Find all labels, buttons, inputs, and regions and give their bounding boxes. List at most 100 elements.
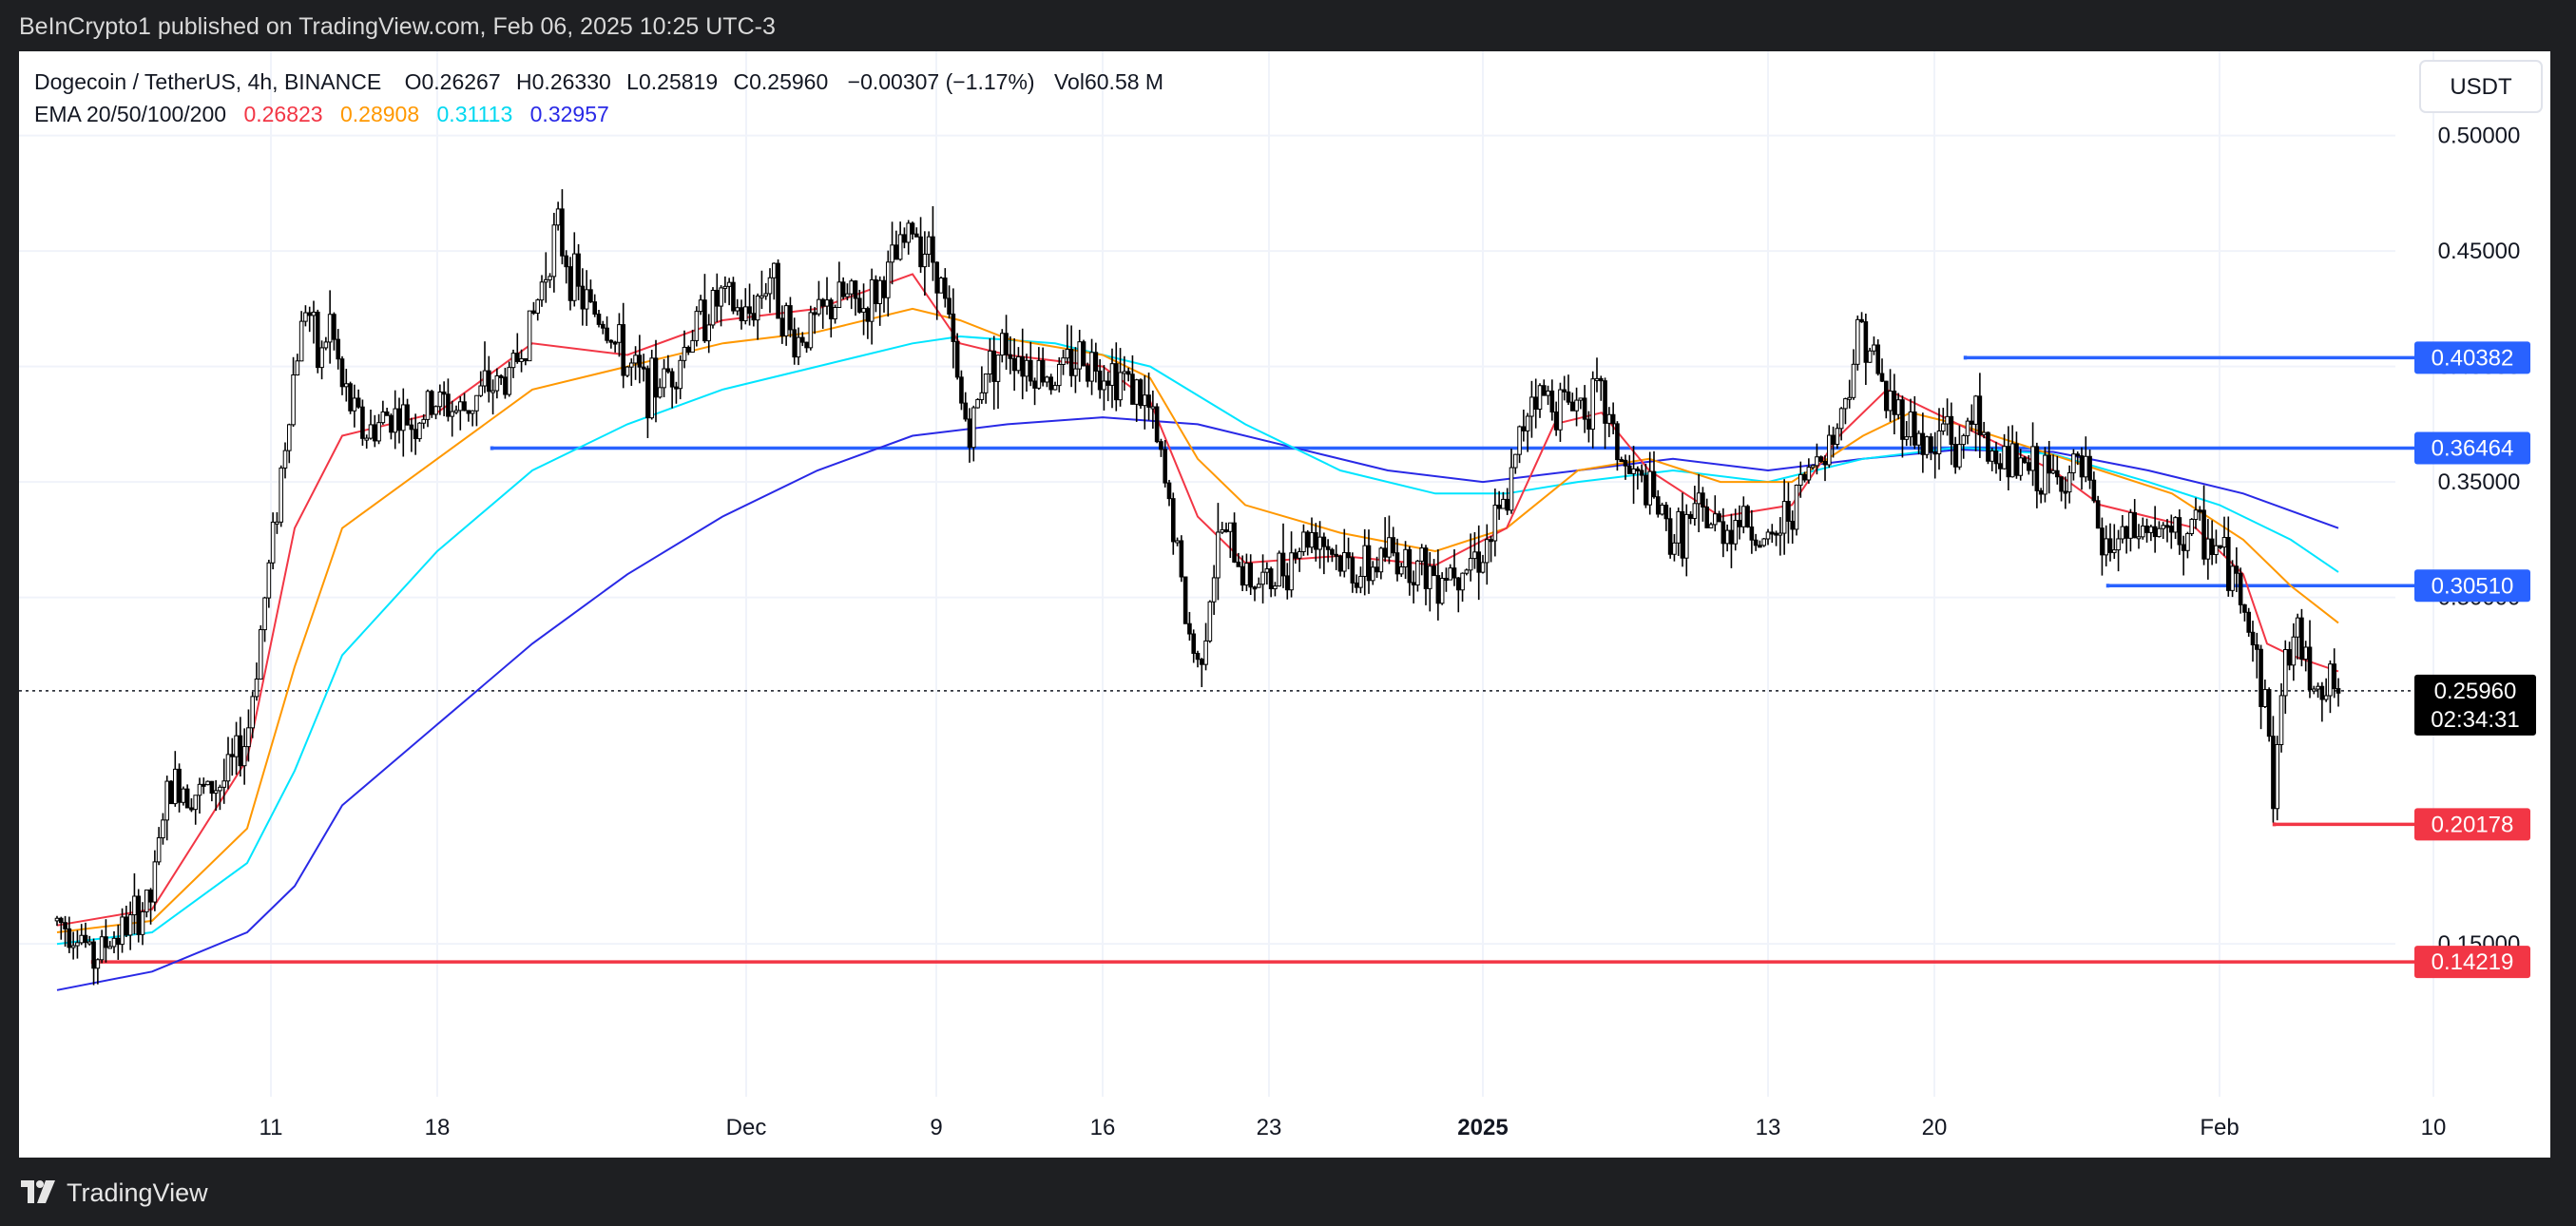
candle-body <box>1122 371 1127 374</box>
candle-body <box>1330 548 1335 555</box>
candle-body <box>1138 379 1144 407</box>
candle-body <box>1134 379 1140 405</box>
footer-bar: TradingView <box>0 1158 2576 1226</box>
candle-body <box>897 234 903 260</box>
candle-body <box>201 783 206 787</box>
candle-body <box>674 386 679 390</box>
candle-body <box>633 354 638 364</box>
candle-body <box>1028 359 1033 382</box>
candle-body <box>881 279 887 298</box>
candle-body <box>535 299 541 314</box>
candle-body <box>1717 513 1721 523</box>
price-chart[interactable]: Dogecoin / TetherUS, 4h, BINANCE O0.2626… <box>19 51 2550 1158</box>
candle-body <box>270 521 276 564</box>
candle-body <box>2083 455 2088 478</box>
candle-body <box>1696 492 1701 505</box>
candle-body <box>1952 444 1958 468</box>
candle-body <box>662 368 666 389</box>
candle-body <box>184 788 190 809</box>
candle-body <box>1125 371 1131 375</box>
candle-body <box>343 383 349 388</box>
candle-body <box>1460 572 1465 591</box>
candle-body <box>1444 578 1449 582</box>
chart-legend: Dogecoin / TetherUS, 4h, BINANCE O0.2626… <box>34 69 1163 126</box>
candle-body <box>1337 555 1343 572</box>
candle-body <box>702 299 707 342</box>
candle-body <box>788 305 793 331</box>
legend-volume: 60.58 M <box>1085 69 1163 94</box>
candle-body <box>1859 318 1864 323</box>
candle-body <box>2002 446 2007 469</box>
candle-body <box>372 424 377 442</box>
candle-body <box>1073 368 1078 376</box>
candle-body <box>1529 396 1534 417</box>
candle-body <box>1749 526 1755 541</box>
support-resistance-lines <box>90 355 2414 965</box>
candle-body <box>771 262 777 278</box>
candle-body <box>1313 531 1318 550</box>
candle-body <box>1378 547 1384 573</box>
currency-button[interactable]: USDT <box>2419 60 2543 113</box>
candle-body <box>229 754 235 757</box>
time-axis[interactable]: 11 18 Dec 9 16 23 2025 13 20 Feb 10 <box>260 1115 2447 1140</box>
candle-body <box>2100 527 2105 556</box>
ema100-value: 0.31113 <box>437 102 513 126</box>
brand-name: TradingView <box>67 1178 208 1207</box>
svg-text:EMA 20/50/100/200 0.26: EMA 20/50/100/200 0.26823 0.28908 0.3111… <box>34 102 609 126</box>
candle-body <box>1704 507 1710 528</box>
candle-body <box>136 895 142 935</box>
ema-lines <box>56 273 2339 991</box>
candle-body <box>975 398 980 409</box>
ema50-line <box>56 307 2339 933</box>
candle-body <box>1569 401 1575 412</box>
candle-body <box>1182 576 1188 624</box>
legend-low: 0.25819 <box>639 69 718 94</box>
candle-body <box>739 307 744 321</box>
candle-body <box>1207 601 1213 642</box>
candle-body <box>1391 537 1396 554</box>
candle-body <box>503 376 508 395</box>
candle-body <box>2323 695 2329 700</box>
ema200-line <box>56 416 2339 991</box>
time-tick-label: Dec <box>726 1115 767 1140</box>
candle-body <box>478 385 484 396</box>
candle-body <box>348 383 353 412</box>
candle-body <box>2173 517 2178 533</box>
candle-body <box>1631 468 1636 474</box>
candle-body <box>1085 365 1090 382</box>
candle-body <box>836 281 842 309</box>
candle-body <box>303 312 308 322</box>
time-tick-label: 2025 <box>1457 1115 1508 1140</box>
candle-body <box>1492 505 1498 542</box>
candle-body <box>685 346 691 354</box>
candle-body <box>1362 545 1368 577</box>
level-tag-label: 0.36464 <box>2432 436 2514 462</box>
candle-body <box>1505 498 1510 511</box>
candle-body <box>621 324 626 376</box>
candle-body <box>1969 420 1974 425</box>
candle-body <box>421 418 427 424</box>
candle-body <box>282 450 288 469</box>
candle-body <box>1415 560 1420 585</box>
candle-body <box>132 895 137 916</box>
candle-body <box>1248 563 1254 588</box>
candle-body <box>1195 652 1201 661</box>
candle-body <box>1986 431 1990 462</box>
candle-body <box>2282 649 2288 697</box>
candle-body <box>1993 450 1999 465</box>
bar-countdown: 02:34:31 <box>2431 707 2519 733</box>
candle-body <box>400 404 406 431</box>
candle-body <box>433 406 438 415</box>
candle-body <box>1334 553 1339 557</box>
candle-body <box>99 936 105 961</box>
candle-body <box>104 936 108 948</box>
candle-body <box>1562 389 1567 393</box>
legend-c-label: C <box>734 69 750 94</box>
candle-body <box>1965 420 1970 436</box>
candle-body <box>1660 505 1664 515</box>
candle-body <box>877 279 883 304</box>
candle-body <box>429 391 434 415</box>
candle-body <box>111 937 117 948</box>
candle-body <box>1797 473 1803 486</box>
chart-panel[interactable]: Dogecoin / TetherUS, 4h, BINANCE O0.2626… <box>19 51 2550 1158</box>
